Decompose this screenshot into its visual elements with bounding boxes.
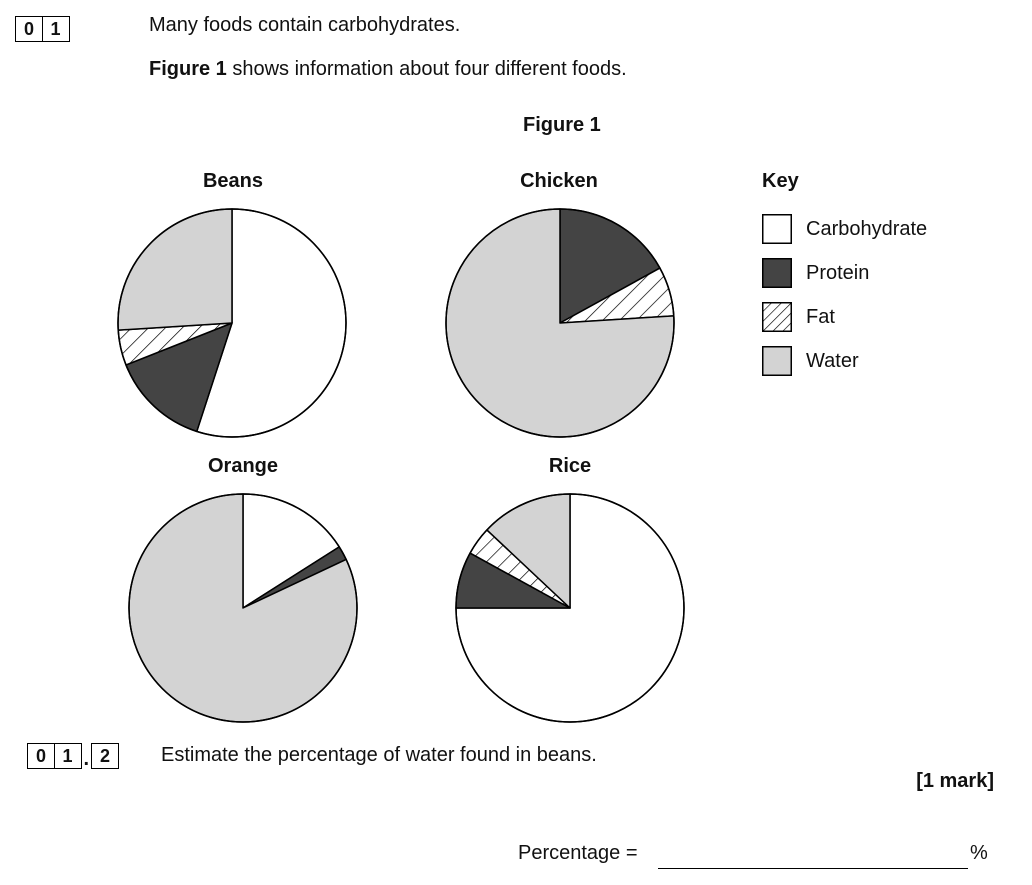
pie-outline (455, 493, 685, 723)
legend: Key Carbohydrate Protein Fat Water (762, 170, 927, 383)
legend-label: Carbohydrate (806, 217, 928, 240)
subquestion-digit: 0 (27, 743, 55, 769)
pie-outline (445, 208, 675, 438)
pie-title-rice: Rice (548, 455, 592, 477)
answer-unit: % (970, 842, 988, 864)
pie-outline (128, 493, 358, 723)
legend-label: Protein (806, 261, 870, 284)
pie-chart-rice (455, 493, 685, 723)
pie-chart-beans (117, 208, 347, 438)
question-number-box: 0 1 (15, 16, 70, 42)
legend-swatch-protein (762, 258, 792, 288)
legend-label: Fat (806, 305, 835, 328)
legend-item-protein: Protein (762, 251, 927, 295)
pie-title-orange: Orange (207, 455, 279, 477)
subquestion-digit: 1 (53, 743, 82, 769)
legend-label: Water (806, 349, 859, 372)
subquestion-number-box: 0 1 . 2 (27, 743, 120, 770)
figure-reference-bold: Figure 1 (149, 58, 227, 80)
pie-title-chicken: Chicken (520, 170, 598, 192)
pie-outline (117, 208, 347, 438)
legend-swatch-carbohydrate (762, 214, 792, 244)
pie-chart-chicken (445, 208, 675, 438)
figure-reference: Figure 1 shows information about four di… (149, 58, 627, 81)
pie-chart-orange (128, 493, 358, 723)
question-digit: 1 (41, 16, 70, 42)
question-intro: Many foods contain carbohydrates. (149, 14, 461, 36)
pie-slice-beans-water (117, 208, 233, 331)
answer-input-line[interactable] (658, 868, 968, 869)
legend-item-carbohydrate: Carbohydrate (762, 207, 927, 251)
question-digit: 0 (15, 16, 43, 42)
marks-label: [1 mark] (916, 770, 994, 792)
subquestion-dot: . (83, 748, 90, 770)
figure-reference-rest: shows information about four different f… (226, 58, 627, 80)
subquestion-sub-digit: 2 (91, 743, 120, 769)
legend-swatch-fat (762, 302, 792, 332)
legend-item-fat: Fat (762, 295, 927, 339)
legend-swatch-water (762, 346, 792, 376)
legend-item-water: Water (762, 339, 927, 383)
answer-label: Percentage = (518, 842, 638, 864)
figure-title: Figure 1 (523, 114, 601, 136)
pie-title-beans: Beans (202, 170, 264, 192)
subquestion-text: Estimate the percentage of water found i… (161, 744, 597, 766)
legend-title: Key (762, 170, 799, 192)
